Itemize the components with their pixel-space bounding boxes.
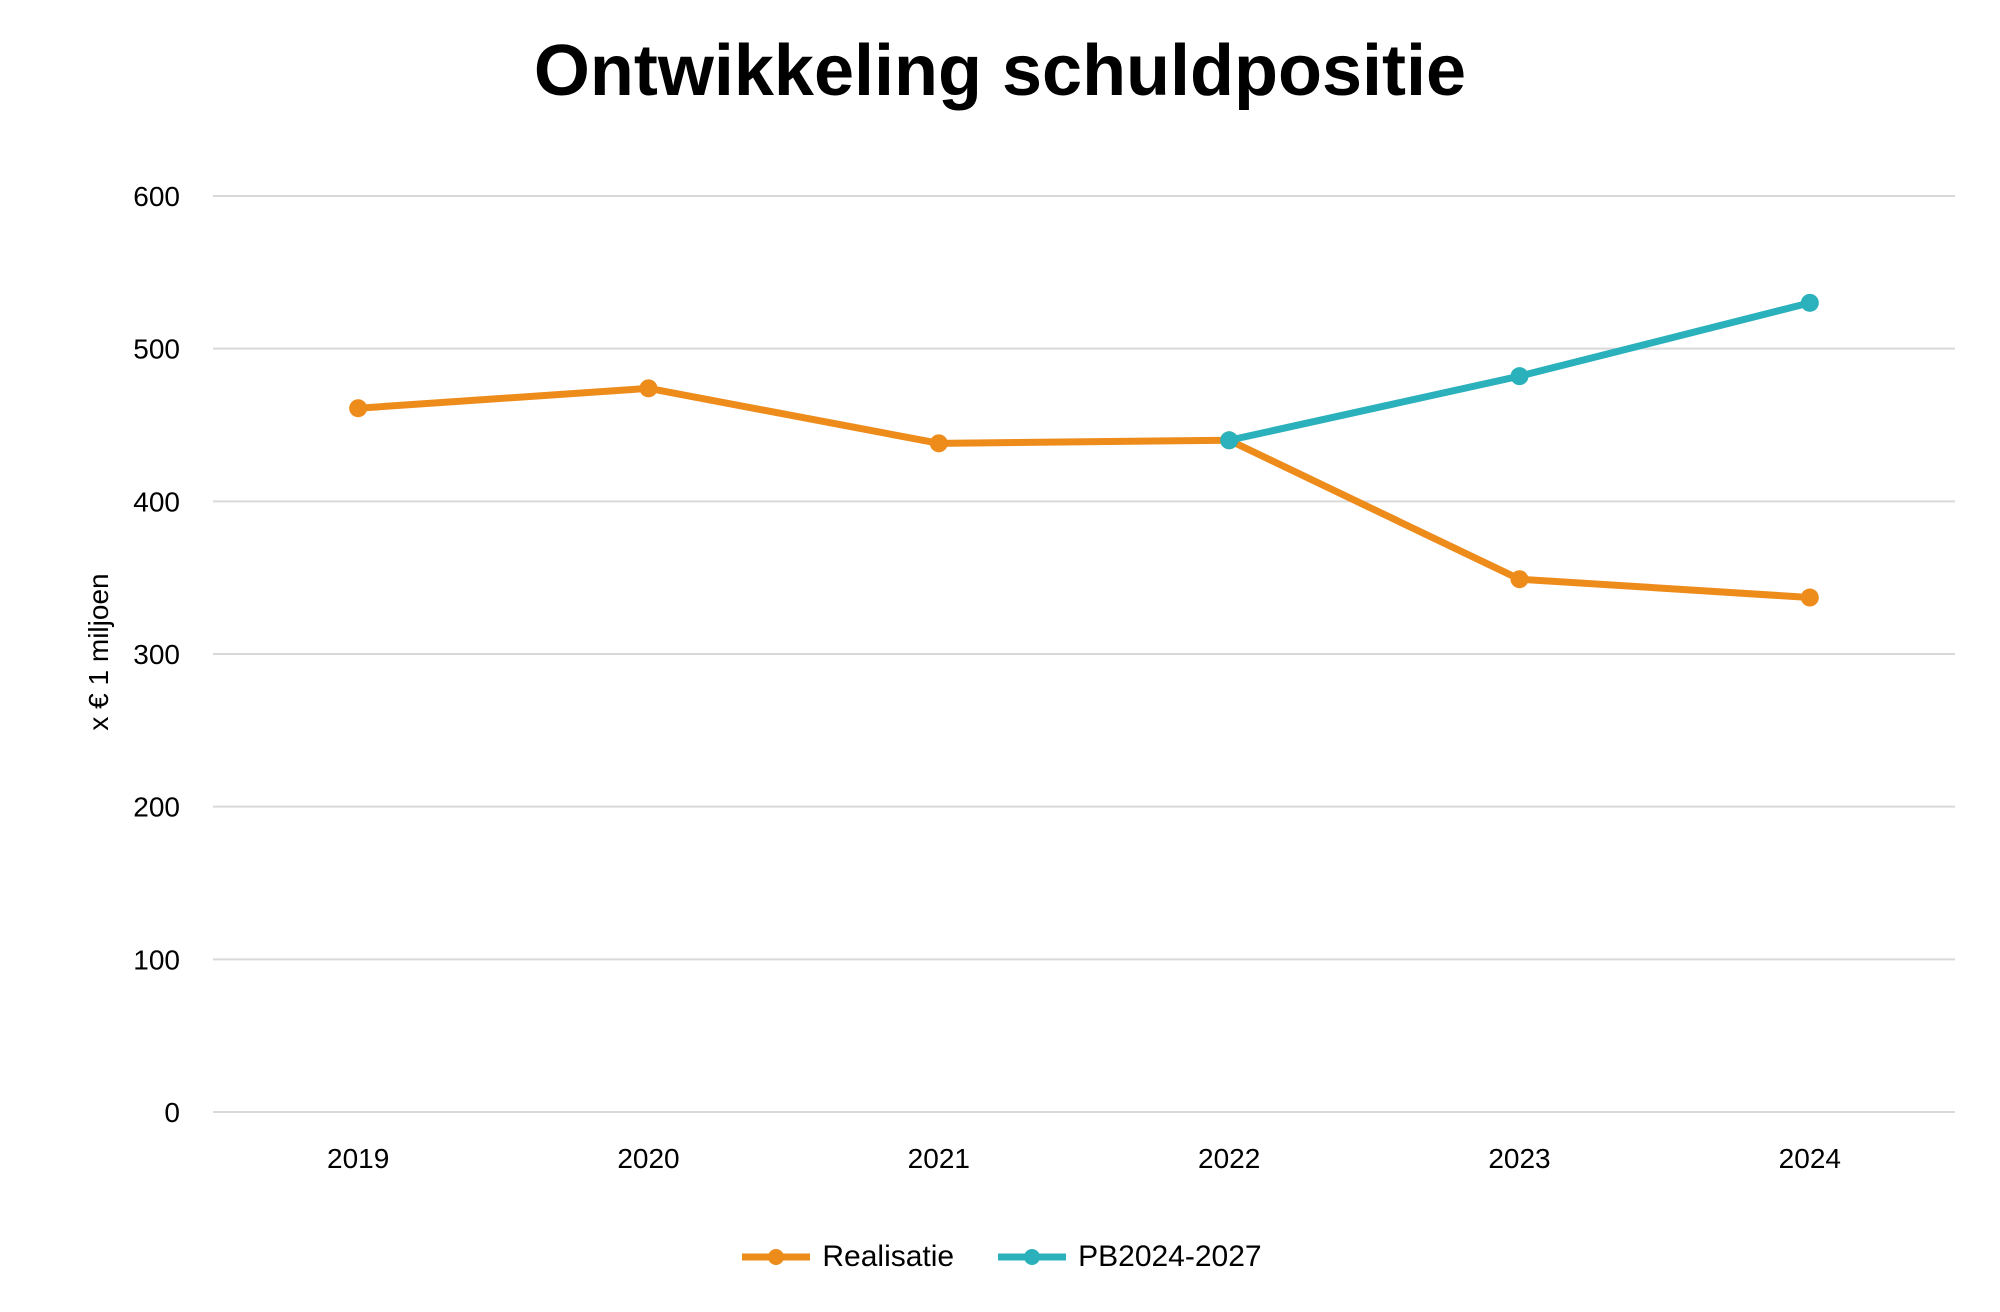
data-point <box>929 434 948 453</box>
x-axis-ticks: 2019 2020 2021 2022 2023 2024 <box>327 1143 1841 1174</box>
data-point <box>1220 431 1239 450</box>
data-point <box>1510 367 1529 386</box>
data-point <box>1800 293 1819 312</box>
y-tick-label: 100 <box>133 944 180 975</box>
chart-title: Ontwikkeling schuldpositie <box>533 31 1467 111</box>
y-tick-label: 500 <box>133 334 180 365</box>
x-tick-label: 2022 <box>1198 1143 1260 1174</box>
x-tick-label: 2023 <box>1488 1143 1550 1174</box>
legend-swatch <box>998 1249 1067 1265</box>
data-point <box>639 379 658 398</box>
y-axis-label: x € 1 miljoen <box>83 573 114 730</box>
y-tick-label: 0 <box>164 1097 180 1128</box>
legend-item: PB2024-2027 <box>994 1240 1262 1274</box>
y-axis-ticks: 0 100 200 300 400 500 600 <box>133 181 180 1128</box>
y-tick-label: 200 <box>133 792 180 823</box>
data-point <box>349 399 368 418</box>
legend: Realisatie PB2024-2027 <box>0 1240 2000 1274</box>
data-point <box>1800 588 1819 607</box>
legend-label: Realisatie <box>822 1240 955 1273</box>
x-tick-label: 2019 <box>327 1143 389 1174</box>
x-tick-label: 2024 <box>1779 1143 1841 1174</box>
x-tick-label: 2020 <box>617 1143 679 1174</box>
series-group <box>349 293 1819 607</box>
x-tick-label: 2021 <box>908 1143 970 1174</box>
y-tick-label: 300 <box>133 639 180 670</box>
legend-item: Realisatie <box>738 1240 954 1274</box>
gridlines <box>213 195 1955 1113</box>
y-tick-label: 600 <box>133 181 180 212</box>
legend-label: PB2024-2027 <box>1078 1240 1262 1273</box>
data-point <box>1510 570 1529 589</box>
y-tick-label: 400 <box>133 486 180 517</box>
series-line-1 <box>354 384 1814 602</box>
legend-swatch <box>742 1249 811 1265</box>
